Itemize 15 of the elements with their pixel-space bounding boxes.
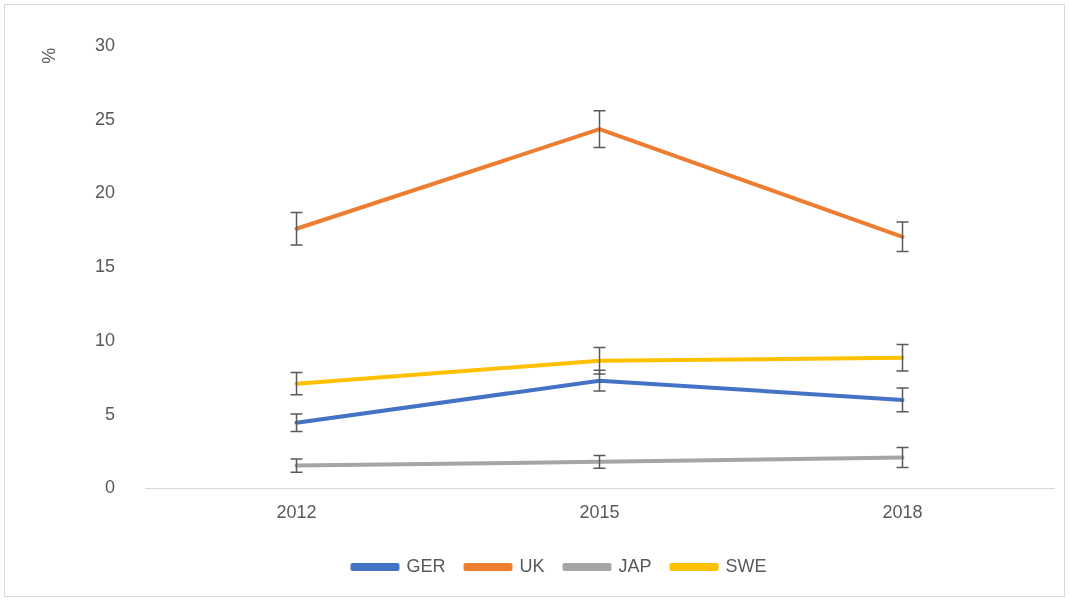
legend-label: SWE — [725, 555, 767, 576]
y-tick-label: 25 — [94, 108, 116, 129]
x-tick-label: 2012 — [276, 502, 317, 523]
legend-label: JAP — [618, 555, 652, 576]
y-tick-label: 15 — [94, 256, 116, 277]
legend-label: UK — [519, 555, 545, 576]
x-tick-label: 2015 — [579, 502, 620, 523]
y-tick-label: 10 — [94, 329, 116, 350]
y-axis-title: % — [38, 47, 59, 64]
legend-label: GER — [406, 555, 446, 576]
y-tick-label: 20 — [94, 182, 116, 203]
y-tick-label: 5 — [105, 403, 116, 424]
y-tick-label: 0 — [105, 477, 116, 498]
y-tick-label: 30 — [94, 34, 116, 55]
x-tick-label: 2018 — [882, 502, 923, 523]
